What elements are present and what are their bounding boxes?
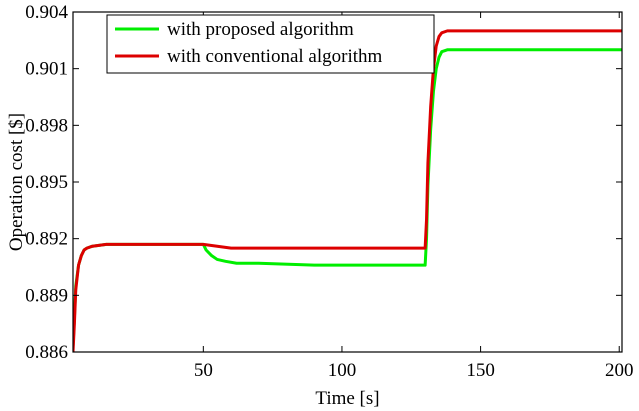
y-tick-label: 0.901 [25, 59, 68, 80]
legend: with proposed algorithm with conventional… [106, 14, 435, 74]
x-tick-label: 150 [466, 360, 495, 381]
series-line-conventional [73, 29, 622, 352]
x-tick-label: 50 [194, 360, 213, 381]
y-tick-label: 0.895 [25, 172, 68, 193]
legend-label: with proposed algorithm [167, 19, 354, 40]
legend-box [106, 14, 435, 74]
x-tick-label: 200 [605, 360, 634, 381]
y-tick-label: 0.886 [25, 342, 68, 363]
y-tick-label: 0.904 [25, 2, 68, 23]
y-tick-label: 0.892 [25, 229, 68, 250]
y-tick-label: 0.898 [25, 115, 68, 136]
legend-label: with conventional algorithm [167, 46, 383, 67]
y-tick-label: 0.889 [25, 285, 68, 306]
plot-frame [72, 11, 623, 353]
x-axis-title: Time [s] [315, 388, 379, 409]
x-tick-label: 100 [328, 360, 357, 381]
y-axis-title: Operation cost [$] [6, 113, 27, 251]
series-line-proposed [73, 48, 622, 347]
